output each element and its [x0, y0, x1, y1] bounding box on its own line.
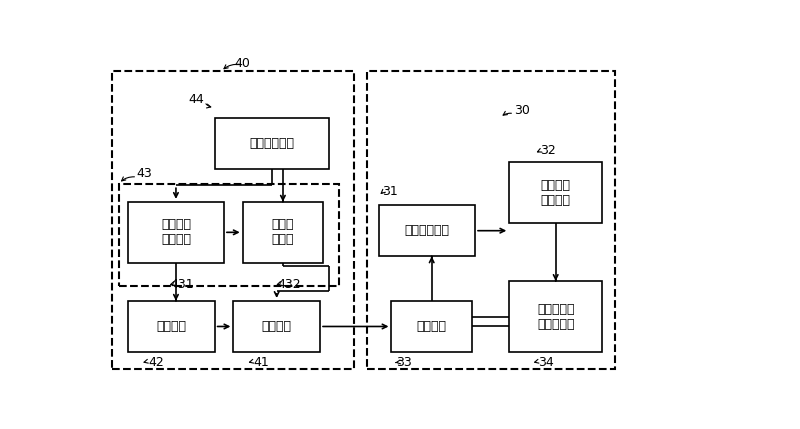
- Text: 负载信息
获取单元: 负载信息 获取单元: [161, 218, 191, 246]
- Text: 负载驱
动单元: 负载驱 动单元: [272, 218, 294, 246]
- Bar: [128, 202, 224, 263]
- Text: 43: 43: [137, 167, 153, 180]
- Text: 30: 30: [514, 104, 530, 118]
- Bar: [391, 301, 472, 352]
- Bar: [234, 301, 320, 352]
- Text: 接收单元: 接收单元: [262, 320, 292, 333]
- Bar: [242, 202, 323, 263]
- Bar: [214, 118, 330, 169]
- Text: 40: 40: [234, 57, 250, 69]
- Bar: [118, 184, 338, 286]
- Text: 34: 34: [538, 356, 554, 369]
- Text: 42: 42: [148, 356, 164, 369]
- Text: 负载控制策
略存储单元: 负载控制策 略存储单元: [537, 302, 574, 331]
- Text: 44: 44: [188, 93, 204, 106]
- Bar: [510, 281, 602, 352]
- Text: 业务处理单元: 业务处理单元: [250, 137, 294, 150]
- Bar: [510, 162, 602, 223]
- Text: 32: 32: [540, 144, 555, 157]
- Text: 存储单元: 存储单元: [156, 320, 186, 333]
- Text: 33: 33: [396, 356, 412, 369]
- Bar: [112, 71, 354, 369]
- Text: 发送单元: 发送单元: [417, 320, 446, 333]
- Text: 负载监控单元: 负载监控单元: [405, 224, 450, 237]
- Bar: [366, 71, 614, 369]
- Text: 431: 431: [170, 278, 194, 291]
- Text: 41: 41: [254, 356, 269, 369]
- Bar: [128, 301, 214, 352]
- Bar: [379, 205, 475, 256]
- Text: 432: 432: [278, 278, 301, 291]
- Text: 31: 31: [382, 185, 398, 198]
- Text: 负载信息
生成单元: 负载信息 生成单元: [541, 179, 570, 207]
